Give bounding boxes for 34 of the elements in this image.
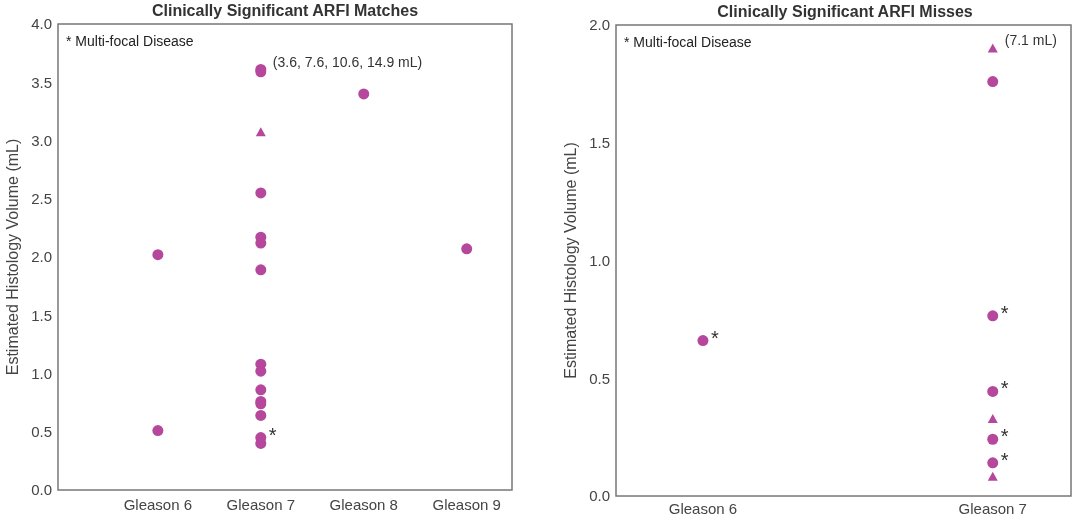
y-tick-label: 4.0 [31, 15, 52, 33]
chart-title: Clinically Significant ARFI Misses [717, 3, 973, 20]
y-tick-label: 3.5 [31, 73, 52, 91]
y-tick-label: 0.0 [31, 481, 52, 499]
y-tick-label: 0.5 [31, 423, 52, 440]
annotation: * Multi-focal Disease [624, 34, 752, 50]
annotation: * [1000, 377, 1009, 400]
y-tick-label: 1.5 [31, 306, 52, 324]
x-tick-label: Gleason 6 [668, 500, 738, 517]
y-tick-label: 1.0 [31, 364, 52, 382]
annotation: * Multi-focal Disease [66, 33, 194, 49]
y-tick-label: 2.0 [589, 16, 610, 34]
x-tick-label: Gleason 8 [329, 496, 398, 513]
y-axis-title: Estimated Histology Volume (mL) [4, 138, 21, 376]
chart-title: Clinically Significant ARFI Matches [151, 2, 419, 19]
y-axis-title: Estimated Histology Volume (mL) [562, 142, 579, 379]
annotation: (7.1 mL) [1004, 31, 1057, 48]
annotation: * [710, 326, 719, 349]
y-tick-label: 2.0 [31, 248, 52, 266]
x-tick-label: Gleason 6 [123, 496, 193, 513]
annotation: (3.6, 7.6, 10.6, 14.9 mL) [272, 53, 423, 70]
x-tick-label: Gleason 7 [226, 496, 295, 513]
annotation: * [1000, 448, 1009, 471]
x-tick-label: Gleason 9 [432, 496, 501, 513]
x-tick-label: Gleason 7 [958, 500, 1027, 517]
y-tick-label: 0.5 [589, 369, 610, 387]
y-tick-label: 1.0 [589, 251, 610, 269]
y-tick-label: 2.5 [31, 190, 52, 207]
annotation: * [1000, 425, 1009, 448]
annotation: * [1000, 301, 1009, 324]
y-tick-label: 3.0 [31, 131, 52, 149]
annotation: * [268, 423, 277, 446]
y-tick-label: 0.0 [589, 487, 610, 505]
y-tick-label: 1.5 [589, 134, 610, 151]
